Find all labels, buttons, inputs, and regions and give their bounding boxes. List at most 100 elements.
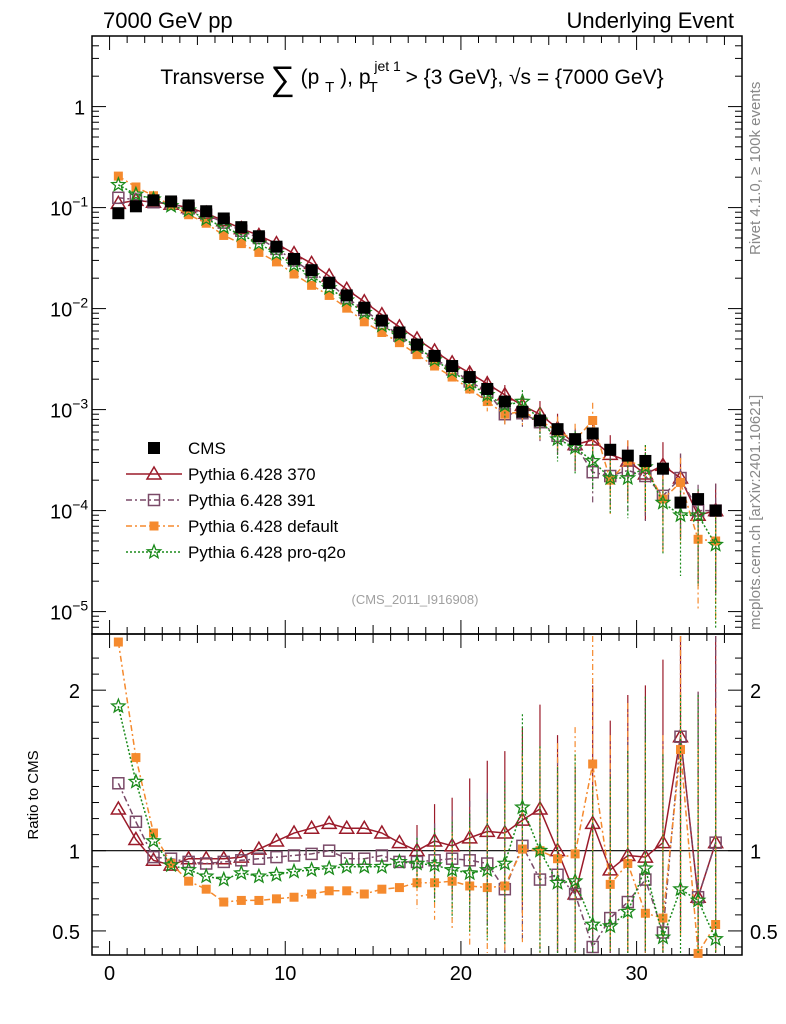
legend-marker (145, 465, 163, 480)
data-point (307, 280, 317, 290)
data-point (323, 276, 336, 289)
ratio-point (184, 876, 194, 886)
legend: CMS Pythia 6.428 370 Pythia 6.428 391 Pythi… (126, 439, 346, 562)
ratio-point (268, 866, 285, 882)
ratio-point (201, 884, 211, 894)
ratio-y-tick-label: 1 (69, 842, 80, 864)
ratio-point (342, 886, 352, 896)
data-point (709, 504, 722, 517)
y-tick-label: 10−3 (50, 396, 88, 423)
data-point (200, 205, 213, 218)
data-point (375, 314, 388, 327)
series-cms (112, 194, 722, 517)
main-panel: 10−5 10−4 10−3 10−2 10−1 1 (50, 35, 743, 635)
ratio-point (271, 894, 281, 904)
data-point (324, 290, 334, 300)
data-point (689, 506, 707, 523)
data-point (446, 360, 459, 373)
ratio-point (637, 859, 654, 876)
data-point (127, 185, 145, 202)
data-point (586, 427, 599, 440)
ratio-y-tick-label-right: 0.5 (750, 922, 778, 944)
data-point (656, 462, 669, 475)
legend-item: Pythia 6.428 default (126, 517, 339, 536)
ratio-line (117, 641, 717, 956)
ratio-point (377, 884, 387, 894)
data-point (566, 438, 584, 455)
x-tick-label: 10 (274, 963, 296, 985)
analysis-label: (CMS_2011_I916908) (352, 592, 479, 607)
ratio-point (496, 854, 514, 871)
data-point (129, 200, 142, 213)
data-point (619, 469, 637, 486)
ratio-point (166, 859, 176, 869)
ratio-point (605, 879, 615, 889)
data-point (430, 361, 440, 371)
ratio-point (517, 844, 527, 854)
ratio-point (180, 861, 197, 878)
ratio-point (430, 878, 440, 888)
ratio-point (197, 867, 215, 884)
ratio-point (373, 857, 391, 874)
legend-item: Pythia 6.428 370 (126, 465, 316, 484)
ratio-point (707, 930, 724, 947)
ratio-point (217, 855, 231, 869)
ratio-point (145, 832, 162, 849)
data-point (654, 493, 672, 510)
ratio-point (513, 798, 531, 815)
data-point (672, 506, 689, 523)
ratio-point (219, 897, 229, 907)
legend-item: Pythia 6.428 pro-q2o (126, 543, 346, 562)
y-tick-label: 10−5 (50, 598, 88, 625)
ratio-point (305, 847, 318, 861)
data-point (235, 221, 248, 234)
legend-label: Pythia 6.428 pro-q2o (188, 543, 346, 562)
ratio-point (601, 861, 619, 876)
y-tick-label: 1 (74, 98, 85, 120)
ratio-point (129, 815, 143, 829)
ratio-point (588, 759, 598, 769)
data-point (533, 414, 546, 427)
ratio-point (127, 830, 145, 846)
data-point (113, 171, 123, 181)
ratio-point (676, 745, 686, 755)
ratio-point (391, 834, 408, 849)
ratio-point (391, 853, 408, 870)
data-point (676, 477, 686, 487)
ratio-y-tick-label-right: 1 (750, 842, 761, 864)
ratio-point (110, 800, 127, 815)
data-point (465, 384, 475, 394)
data-point (340, 289, 353, 302)
data-point (289, 269, 299, 279)
ratio-point (268, 832, 285, 847)
ratio-point (112, 777, 125, 790)
ratio-point (338, 857, 356, 874)
data-point (219, 230, 229, 240)
ratio-point (566, 872, 584, 889)
data-point (481, 382, 494, 395)
y-tick-label: 10−2 (50, 295, 88, 322)
data-point (394, 338, 404, 348)
data-point (601, 469, 619, 486)
ratio-y-tick-label: 0.5 (52, 922, 80, 944)
data-point (551, 423, 564, 436)
data-point (271, 257, 281, 267)
data-point (147, 194, 160, 207)
ratio-point (654, 928, 672, 945)
ratio-point (338, 819, 356, 834)
ratio-point (394, 883, 404, 893)
data-point (513, 392, 531, 409)
data-point (604, 443, 617, 456)
data-point (393, 326, 406, 339)
mcplots-label: mcplots.cern.ch [arXiv:2401.10621] (747, 395, 764, 630)
data-point (254, 247, 264, 257)
legend-label: Pythia 6.428 default (188, 517, 339, 536)
legend-item: CMS (148, 439, 226, 458)
ratio-point (324, 886, 334, 896)
ratio-point (693, 948, 703, 958)
ratio-point (601, 917, 619, 934)
ratio-point (182, 855, 195, 869)
ratio-point (162, 856, 180, 873)
ratio-point (461, 864, 479, 881)
